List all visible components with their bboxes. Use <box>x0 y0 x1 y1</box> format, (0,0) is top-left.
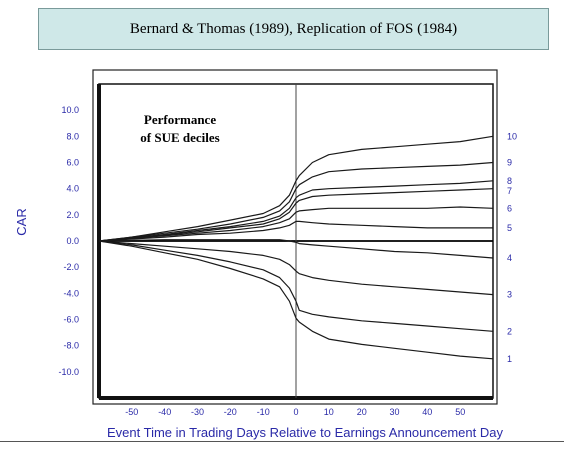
x-tick-label: -10 <box>257 407 270 417</box>
y-tick-label: 6.0 <box>66 158 79 168</box>
series-line-decile-1 <box>98 240 494 360</box>
series-line-decile-4 <box>98 239 494 259</box>
series-line-decile-9 <box>98 161 494 242</box>
x-tick-label: 40 <box>422 407 432 417</box>
series-line-decile-8 <box>98 180 494 242</box>
decile-label-7: 7 <box>507 186 512 196</box>
x-axis-label: Event Time in Trading Days Relative to E… <box>107 425 503 440</box>
annotation-line-1: Performance <box>144 112 216 127</box>
decile-label-4: 4 <box>507 253 512 263</box>
y-tick-label: -10.0 <box>58 367 79 377</box>
footer-divider <box>0 441 564 442</box>
decile-label-1: 1 <box>507 354 512 364</box>
y-tick-label: 0.0 <box>66 236 79 246</box>
annotation-line-2: of SUE deciles <box>140 130 219 145</box>
y-tick-label: 4.0 <box>66 184 79 194</box>
decile-label-3: 3 <box>507 290 512 300</box>
y-tick-label: -8.0 <box>63 341 79 351</box>
series-line-decile-5 <box>98 220 493 242</box>
y-tick-label: -4.0 <box>63 288 79 298</box>
x-tick-label: -50 <box>125 407 138 417</box>
decile-label-6: 6 <box>507 203 512 213</box>
decile-label-2: 2 <box>507 326 512 336</box>
x-tick-label: -30 <box>191 407 204 417</box>
zero-and-event-lines <box>99 84 493 398</box>
y-tick-labels: 10.0 8.0 6.0 4.0 2.0 0.0 -2.0 -4.0 -6.0 -8.0 -10.0 <box>58 105 79 377</box>
x-tick-label: 30 <box>389 407 399 417</box>
x-tick-label: -40 <box>158 407 171 417</box>
y-tick-label: 8.0 <box>66 131 79 141</box>
series-line-decile-6 <box>98 206 494 242</box>
decile-label-8: 8 <box>507 176 512 186</box>
series-labels: 10 9 87 6 5 4 3 2 1 <box>507 131 517 363</box>
series-line-decile-2 <box>98 240 494 332</box>
y-tick-label: -6.0 <box>63 315 79 325</box>
x-tick-label: 50 <box>455 407 465 417</box>
x-tick-label: 0 <box>293 407 298 417</box>
x-tick-label: -20 <box>224 407 237 417</box>
decile-label-9: 9 <box>507 158 512 168</box>
chart-title: Bernard & Thomas (1989), Replication of … <box>38 8 549 50</box>
series-lines <box>98 135 494 360</box>
decile-label-5: 5 <box>507 223 512 233</box>
series-line-decile-3 <box>98 240 494 296</box>
decile-label-10: 10 <box>507 131 517 141</box>
y-axis-label: CAR <box>14 208 29 235</box>
x-tick-label: 20 <box>357 407 367 417</box>
x-tick-label: 10 <box>324 407 334 417</box>
y-tick-label: -2.0 <box>63 262 79 272</box>
series-line-decile-7 <box>98 188 494 242</box>
x-tick-labels: -50 -40 -30 -20 -10 0 10 20 30 40 50 <box>125 407 465 417</box>
series-line-decile-10 <box>98 135 494 242</box>
y-tick-label: 2.0 <box>66 210 79 220</box>
y-tick-label: 10.0 <box>61 105 79 115</box>
